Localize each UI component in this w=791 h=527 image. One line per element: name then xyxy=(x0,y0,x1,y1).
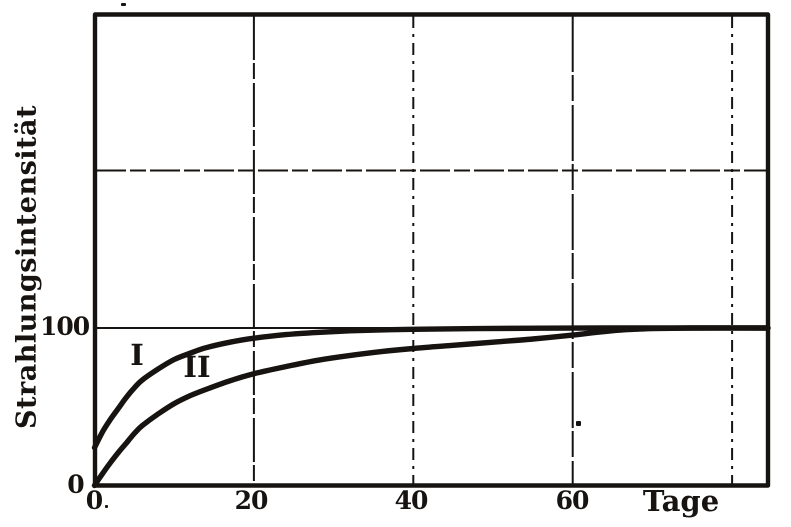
ink-speck xyxy=(105,505,108,508)
x-axis-title: Tage xyxy=(642,484,720,518)
plot-frame xyxy=(92,12,771,488)
x-tick-0: 0 xyxy=(85,486,103,515)
curve-II-label: II xyxy=(183,350,211,384)
x-tick-60: 60 xyxy=(555,486,590,515)
y-tick-0: 0 xyxy=(67,470,85,499)
ink-speck xyxy=(576,421,581,426)
y-axis-title: Strahlungsintensität xyxy=(11,105,43,429)
x-tick-20: 20 xyxy=(234,486,269,515)
ink-speck xyxy=(121,3,126,6)
x-tick-40: 40 xyxy=(394,486,429,515)
curve-II xyxy=(91,325,771,489)
y-tick-100: 100 xyxy=(40,312,90,341)
curve-I xyxy=(91,325,771,451)
gridlines xyxy=(96,16,767,486)
curve-I-label: I xyxy=(130,338,144,372)
